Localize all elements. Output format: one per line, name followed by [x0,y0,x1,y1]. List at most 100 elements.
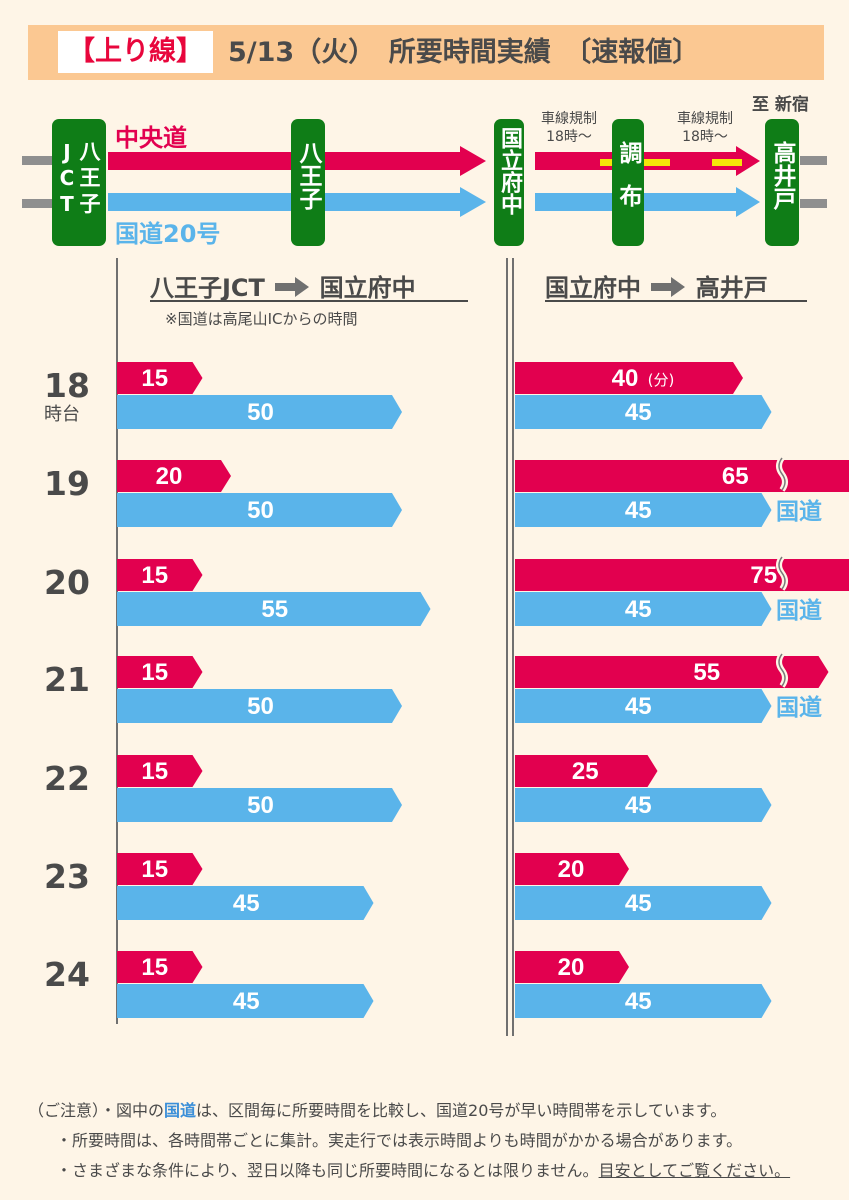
right-kokudo-bar-20-label: 45 [625,596,652,623]
break-mark-line-19 [778,457,786,491]
right-chuo-bar-20-label: 75 [750,562,777,589]
page-title: 5/13（火） 所要時間実績 〔速報値〕 [228,37,700,68]
station-sign-hachioji: 八王子 [291,119,325,246]
svg-text:T: T [60,192,74,216]
road-line-kokudo-right [800,199,827,208]
right-chuo-bar-18-unit: (分) [648,371,675,389]
hour-label-19: 19 [44,464,90,503]
hour-label-21: 21 [44,660,90,699]
left-kokudo-bar-18-label: 50 [247,399,274,426]
right-kokudo-bar-21 [515,689,772,723]
right-chuo-bar-21-label: 55 [693,659,720,686]
left-kokudo-bar-21 [117,689,402,723]
hour-label-24: 24 [44,955,90,994]
restriction-mark-2 [640,159,670,166]
right-chuo-bar-20 [515,559,849,591]
right-chuo-bar-19 [515,460,849,492]
station-sign-chofu: 調布 [612,119,644,246]
left-chuo-bar-23-label: 15 [141,856,168,883]
chofu-text: 調布 [615,141,641,227]
restriction-mark-1 [600,159,618,166]
right-kokudo-bar-23 [515,886,772,920]
chuo-label: 中央道 [115,124,187,152]
notes-line-2: ・所要時間は、各時間帯ごとに集計。実走行では表示時間よりも時間がかかる場合があり… [56,1131,743,1150]
notes-line-1: （ご注意）・図中の国道は、区間毎に所要時間を比較し、国道20号が早い時間帯を示し… [28,1097,726,1121]
restriction-1-time: 18時～ [546,129,592,145]
restriction-1-title: 車線規制 [541,111,597,127]
left-chuo-bar-22-label: 15 [141,758,168,785]
right-chuo-bar-18-label: 40 [612,365,639,392]
kokudo-faster-label-20: 国道 [776,597,822,624]
right-kokudo-bar-19 [515,493,772,527]
left-chuo-bar-23 [117,853,203,885]
left-chuo-bar-20 [117,559,203,591]
section-arrow-icon [651,277,686,297]
left-kokudo-bar-20 [117,592,431,626]
road-line-chuo-left [22,156,52,165]
right-kokudo-bar-24-label: 45 [625,988,652,1015]
right-kokudo-bar-20 [515,592,772,626]
left-kokudo-bar-23-label: 45 [233,890,260,917]
travel-time-bars: 15 50 40 (分) 45 20 50 65 45 国道 15 55 75 45 国道 15 50 55 45 国… [117,362,849,1018]
right-chuo-bar-21 [515,656,829,688]
left-kokudo-bar-22-label: 50 [247,792,274,819]
kokudo-arrow-2 [535,187,760,217]
station-sign-kunitachifuchu: 国立府中 [494,119,524,246]
notes-prefix: （ご注意） [28,1101,101,1120]
left-kokudo-bar-23 [117,886,374,920]
hour-label-22: 22 [44,759,90,798]
notes-line-3: ・さまざまな条件により、翌日以降も同じ所要時間になるとは限りません。目安としてご… [56,1157,790,1181]
notes-line1-highlight: 国道 [164,1101,197,1120]
station-sign-hachioji-jct: 八 王 子 J C T [52,119,106,246]
right-chuo-bar-24 [515,951,629,983]
hour-label-18: 18 [44,366,90,405]
left-from: 八王子JCT [150,274,265,302]
takaido-text: 高井戸 [769,141,795,210]
right-chuo-bar-18 [515,362,743,394]
hachioji-jct-text: 八 王 子 J C T [60,140,102,216]
left-chuo-bar-22 [117,755,203,787]
left-axis-line [116,258,118,1024]
station-sign-takaido: 高井戸 [765,119,799,246]
kokudo-faster-label-19: 国道 [776,498,822,525]
restriction-label-2: 車線規制 18時～ [669,110,741,146]
restriction-2-title: 車線規制 [677,111,733,127]
left-kokudo-bar-20-label: 55 [261,596,288,623]
left-chuo-bar-18-label: 15 [141,365,168,392]
left-kokudo-bar-18 [117,395,402,429]
hour-suffix-label: 時台 [44,404,80,425]
right-chuo-bar-22-label: 25 [572,758,599,785]
section-arrow-icon [275,277,310,297]
hour-label-20: 20 [44,563,90,602]
notes-line1-a: ・図中の [100,1101,165,1120]
hour-label-23: 23 [44,857,90,896]
left-kokudo-bar-24 [117,984,374,1018]
right-kokudo-bar-21-label: 45 [625,693,652,720]
kunitachifuchu-text: 国立府中 [497,127,522,215]
right-kokudo-bar-23-label: 45 [625,890,652,917]
left-section-note: ※国道は高尾山ICからの時間 [165,310,358,328]
left-kokudo-bar-21-label: 50 [247,693,274,720]
road-line-kokudo-left [22,199,52,208]
left-chuo-bar-19-label: 20 [156,463,183,490]
restriction-label-1: 車線規制 18時～ [533,110,605,146]
svg-text:子: 子 [80,192,101,216]
right-kokudo-bar-22 [515,788,772,822]
svg-text:王: 王 [80,166,101,190]
svg-text:J: J [61,140,70,164]
notes-line3-a: ・さまざまな条件により、翌日以降も同じ所要時間になるとは限りません。 [56,1161,599,1180]
right-chuo-bar-22 [515,755,658,787]
divider-line-1 [506,258,508,1036]
break-mark-line-20 [778,556,786,590]
left-kokudo-bar-19 [117,493,402,527]
divider-line-2 [512,258,514,1036]
right-header-underline [545,300,807,302]
left-chuo-bar-24-label: 15 [141,954,168,981]
left-kokudo-bar-24-label: 45 [233,988,260,1015]
left-chuo-bar-19 [117,460,231,492]
left-chuo-bar-20-label: 15 [141,562,168,589]
right-kokudo-bar-18-label: 45 [625,399,652,426]
right-kokudo-bar-24 [515,984,772,1018]
right-chuo-bar-24-label: 20 [558,954,585,981]
notes-line3-underlined: 目安としてご覧ください。 [598,1161,791,1180]
